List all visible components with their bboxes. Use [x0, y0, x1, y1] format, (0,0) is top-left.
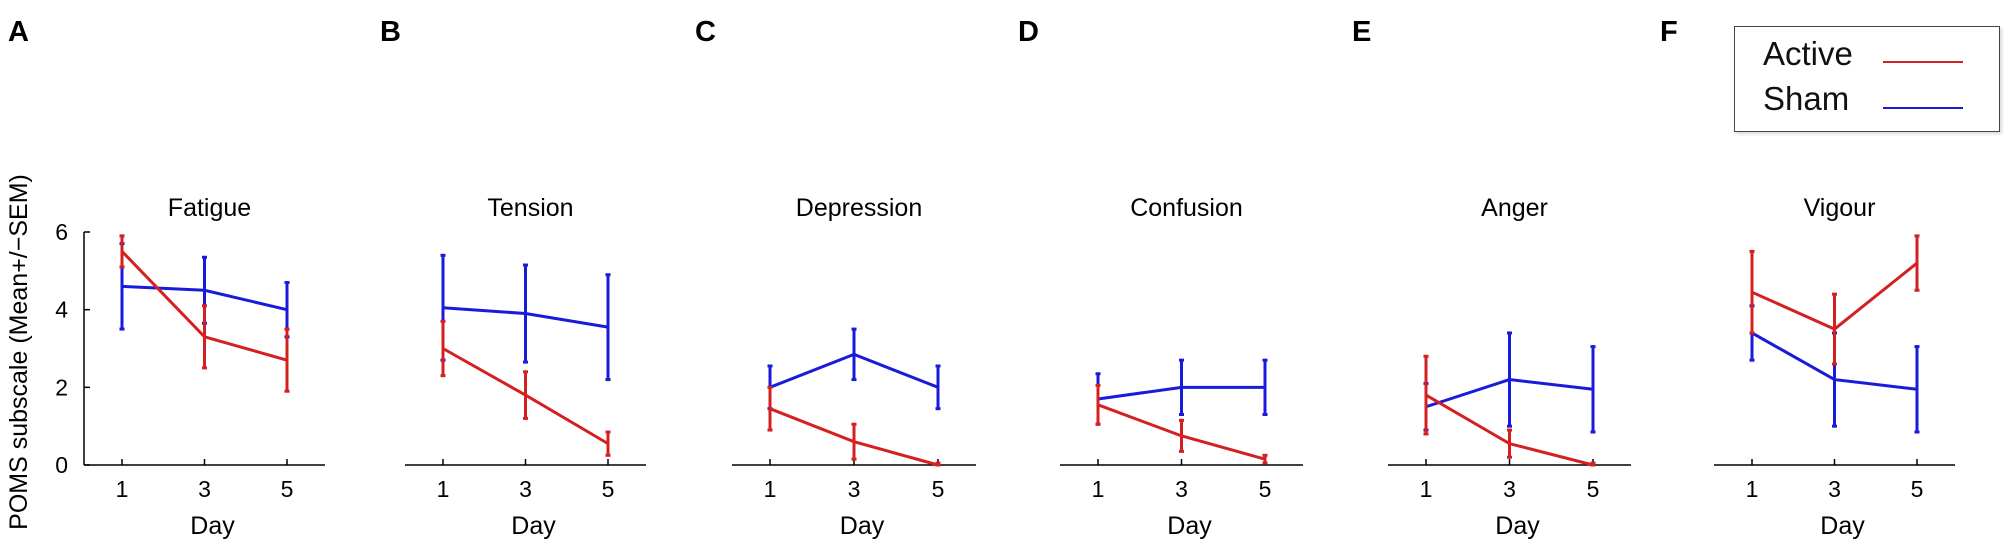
panel-a: A Fatigue 1 3 5 Day 0 2 4 6: [8, 16, 325, 540]
active-data-point: [768, 407, 772, 411]
x-tick-label: 3: [848, 476, 861, 502]
legend-active-label: Active: [1763, 35, 1853, 72]
legend-sham-swatch: [1883, 107, 1963, 109]
panel-title: Depression: [796, 194, 922, 222]
x-tick-label: 3: [1503, 476, 1516, 502]
panel-title: Vigour: [1804, 194, 1876, 222]
panel-letter: F: [1660, 16, 1678, 48]
panel-title: Confusion: [1130, 194, 1243, 222]
active-data-point: [1591, 463, 1595, 467]
x-tick-label: 1: [1746, 476, 1759, 502]
panel-d: D Confusion 1 3 5 Day: [1018, 16, 1303, 540]
x-axis-title: Day: [1495, 512, 1540, 540]
panel-letter: E: [1352, 16, 1371, 48]
x-tick-label: 5: [1911, 476, 1924, 502]
y-axis-label: POMS subscale (Mean+/−SEM): [5, 174, 33, 530]
x-tick-label: 1: [764, 476, 777, 502]
sham-data-point: [120, 284, 124, 288]
panel-letter: D: [1018, 16, 1039, 48]
active-data-point: [120, 249, 124, 253]
x-tick-label: 1: [1420, 476, 1433, 502]
active-data-point: [606, 442, 610, 446]
sham-data-point: [1833, 378, 1836, 382]
x-axis-title: Day: [511, 512, 556, 540]
sham-data-point: [1508, 378, 1511, 382]
x-tick-label: 1: [1092, 476, 1105, 502]
panel-c: C Depression 1 3 5 Day: [695, 16, 976, 540]
panel-title: Tension: [487, 194, 573, 222]
x-tick-label: 5: [281, 476, 294, 502]
x-axis-title: Day: [840, 512, 885, 540]
panel-letter: C: [695, 16, 716, 48]
panel-f: F Vigour 1 3 5 Day: [1660, 16, 1955, 540]
x-tick-label: 5: [1587, 476, 1600, 502]
active-data-point: [1263, 457, 1267, 461]
legend-box: Active Sham: [1734, 26, 2000, 132]
active-data-point: [1833, 327, 1836, 331]
x-tick-label: 3: [198, 476, 211, 502]
sham-data-point: [524, 312, 527, 316]
active-data-point: [1180, 434, 1183, 438]
active-data-point: [852, 440, 856, 444]
active-data-point: [441, 347, 445, 350]
active-data-point: [1096, 403, 1100, 407]
sham-data-point: [1591, 387, 1595, 391]
active-data-point: [203, 335, 206, 339]
active-data-point: [1750, 290, 1754, 294]
sham-data-point: [285, 308, 289, 312]
panel-b: B Tension 1 3 5 Day: [380, 16, 646, 540]
sham-data-point: [1915, 387, 1919, 391]
y-tick-label: 6: [55, 219, 68, 245]
panel-title: Fatigue: [168, 194, 251, 222]
legend-sham-label: Sham: [1763, 80, 1850, 117]
panel-letter: B: [380, 16, 401, 48]
sham-data-point: [852, 352, 856, 356]
legend-active-swatch: [1883, 61, 1963, 63]
x-tick-label: 5: [932, 476, 945, 502]
sham-data-point: [606, 325, 610, 329]
panel-e: E Anger 1 3 5 Day: [1352, 16, 1631, 540]
x-axis-title: Day: [1167, 512, 1212, 540]
x-tick-label: 1: [116, 476, 129, 502]
x-tick-label: 5: [1259, 476, 1272, 502]
y-tick-label: 2: [55, 374, 68, 400]
sham-data-point: [1180, 385, 1183, 389]
active-data-point: [285, 358, 289, 362]
x-axis-title: Day: [190, 512, 235, 540]
sham-data-point: [936, 385, 940, 389]
x-tick-label: 1: [437, 476, 450, 502]
x-tick-label: 3: [1828, 476, 1841, 502]
active-data-point: [936, 463, 940, 467]
panel-title: Anger: [1481, 194, 1548, 222]
y-tick-label: 4: [55, 297, 68, 323]
x-tick-label: 3: [519, 476, 532, 502]
sham-data-point: [441, 306, 445, 310]
active-data-point: [524, 393, 527, 397]
active-data-point: [1508, 442, 1511, 446]
active-data-point: [1915, 261, 1919, 265]
x-tick-label: 5: [602, 476, 615, 502]
panel-letter: A: [8, 16, 29, 48]
y-tick-label: 0: [55, 452, 68, 478]
active-data-point: [1424, 393, 1428, 397]
sham-data-point: [1263, 385, 1267, 389]
x-tick-label: 3: [1175, 476, 1188, 502]
x-axis-title: Day: [1820, 512, 1865, 540]
sham-data-point: [203, 288, 206, 292]
